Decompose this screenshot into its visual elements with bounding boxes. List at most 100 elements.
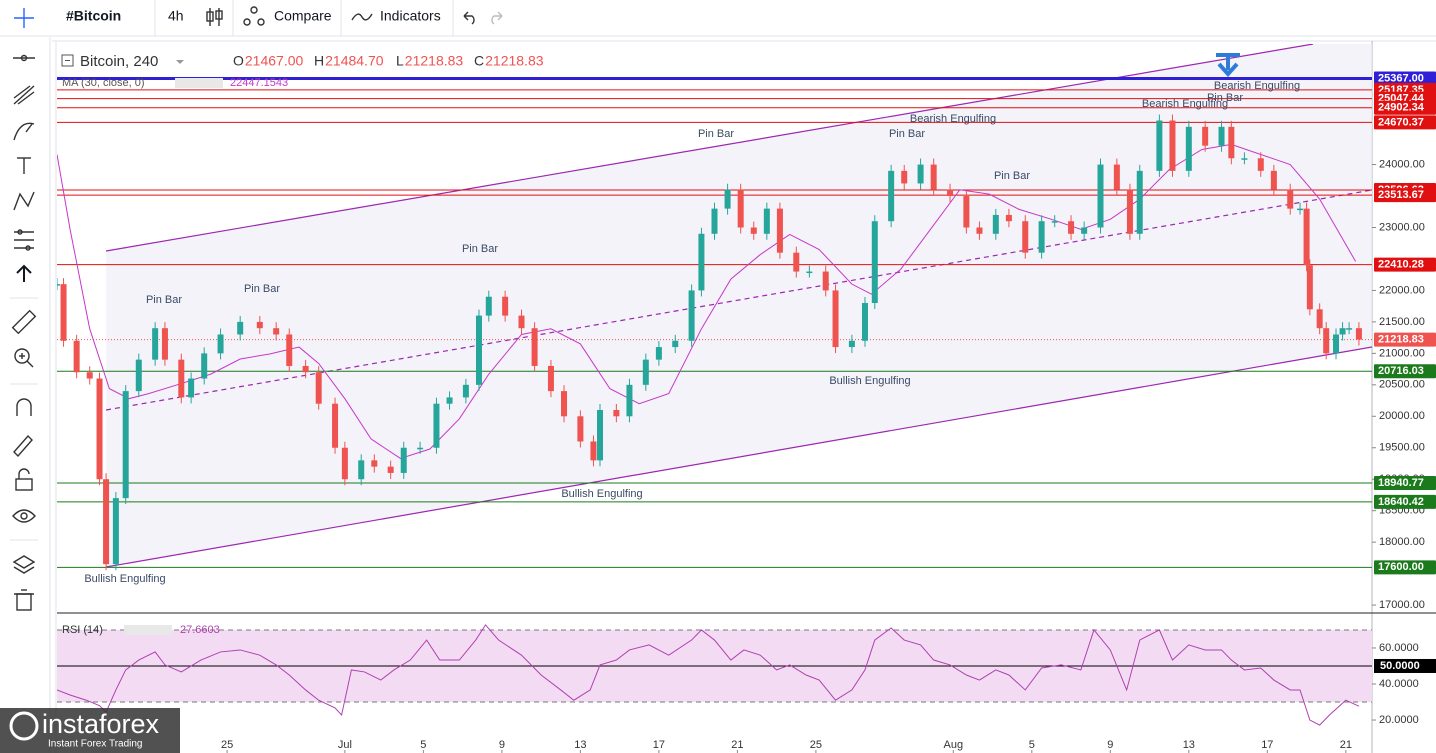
visibility-tool[interactable] [12, 509, 36, 523]
candle [302, 365, 309, 373]
ma-line [57, 143, 1357, 460]
level-label-bg [1374, 494, 1436, 509]
layers-tool[interactable] [12, 555, 36, 574]
candle [358, 460, 365, 480]
candle [217, 334, 224, 354]
stay-drawing-tool[interactable] [13, 434, 33, 458]
candle [930, 164, 937, 190]
line-tool[interactable] [13, 54, 35, 62]
channel-fill [106, 44, 1372, 568]
annotation: Pin Bar [698, 128, 734, 140]
indicators[interactable]: Indicators [380, 8, 441, 24]
fib-tool[interactable] [13, 85, 35, 105]
lock-tool[interactable] [15, 468, 33, 491]
candle [1316, 309, 1323, 329]
level-label: 24670.37 [1378, 116, 1424, 128]
candle [871, 221, 878, 304]
candle [462, 384, 469, 398]
level-label-bg [1374, 188, 1436, 203]
candle [992, 214, 999, 234]
candle [597, 409, 604, 461]
x-tick-label: 13 [574, 739, 586, 751]
text-tool[interactable] [17, 157, 31, 174]
level-label: 17600.00 [1378, 561, 1424, 573]
legend-buttons[interactable] [175, 78, 223, 88]
dropdown[interactable] [176, 60, 184, 64]
y-tick-label: 60.0000 [1379, 642, 1419, 654]
candle [1323, 328, 1330, 354]
zoom-tool[interactable] [14, 348, 34, 368]
legend-buttons[interactable] [124, 625, 172, 635]
watermark-logo [9, 711, 39, 741]
watermark: instaforex Instant Forex Trading [0, 708, 180, 753]
candle [57, 284, 60, 286]
crosshair-tool[interactable] [14, 8, 34, 28]
candle [1218, 126, 1225, 146]
candle [688, 290, 695, 341]
candle [561, 391, 568, 417]
candle [1306, 265, 1313, 310]
x-tick-label: 17 [653, 739, 665, 751]
level-label-bg [1374, 560, 1436, 575]
x-tick-label: 21 [1340, 739, 1352, 751]
undo[interactable] [463, 11, 475, 25]
ohlc-value: 21467.00 [245, 53, 304, 69]
ohlc-legend: O 21467.00 H 21484.70 L 21218.83 C 21218.83 [233, 53, 544, 69]
indicators-icon[interactable] [351, 13, 373, 21]
top-toolbar [0, 0, 1436, 36]
prediction-tool[interactable] [14, 229, 34, 251]
candle [332, 403, 339, 448]
compare[interactable]: Compare [274, 8, 332, 24]
magnet-tool[interactable] [16, 398, 32, 416]
candle [485, 296, 492, 316]
candle [96, 378, 103, 480]
annotation: Bearish Engulfing [1142, 98, 1228, 110]
x-tick-label: 25 [221, 739, 233, 751]
candle [433, 403, 440, 448]
candle [1097, 164, 1104, 228]
level-label-bg [1374, 100, 1436, 115]
rsi-value: 27.6603 [180, 624, 220, 636]
compare-icon[interactable] [243, 6, 265, 26]
y-tick-label: 24000.00 [1379, 158, 1425, 170]
candle [286, 334, 293, 366]
collapse-box[interactable] [61, 54, 74, 67]
annotation: Pin Bar [889, 128, 925, 140]
watermark-brand: instaforex [42, 709, 160, 739]
y-tick-label: 22000.00 [1379, 284, 1425, 296]
candle [135, 359, 142, 392]
arrow-tool[interactable] [16, 264, 32, 282]
candle [273, 328, 280, 335]
watermark-tagline: Instant Forex Trading [48, 739, 143, 750]
pattern-tool[interactable] [13, 191, 35, 211]
candle [1126, 189, 1133, 234]
candle [724, 189, 731, 209]
candle [446, 397, 453, 404]
candle [947, 189, 954, 197]
candle [698, 233, 705, 291]
candle [888, 170, 895, 222]
annotation: Pin Bar [1207, 92, 1243, 104]
annotation: Pin Bar [994, 170, 1030, 182]
y-tick-label: 20500.00 [1379, 379, 1425, 391]
candle [901, 170, 908, 184]
candle [1113, 164, 1120, 190]
left-toolbar [10, 8, 51, 753]
annotation: Bullish Engulfing [84, 573, 165, 585]
y-tick-label: 21500.00 [1379, 316, 1425, 328]
redo[interactable] [491, 11, 503, 25]
annotation: Pin Bar [146, 294, 182, 306]
candle [737, 189, 744, 228]
delete-tool[interactable] [14, 589, 34, 611]
brush-tool[interactable] [13, 122, 35, 141]
chart-style-button[interactable] [206, 8, 223, 26]
annotation: Bearish Engulfing [1214, 80, 1300, 92]
midline-label-bg [1374, 658, 1436, 673]
symbol[interactable]: #Bitcoin [66, 8, 121, 24]
candle [1136, 170, 1143, 234]
interval[interactable]: 4h [168, 8, 184, 24]
ruler-tool[interactable] [11, 309, 37, 335]
candle [60, 284, 67, 341]
